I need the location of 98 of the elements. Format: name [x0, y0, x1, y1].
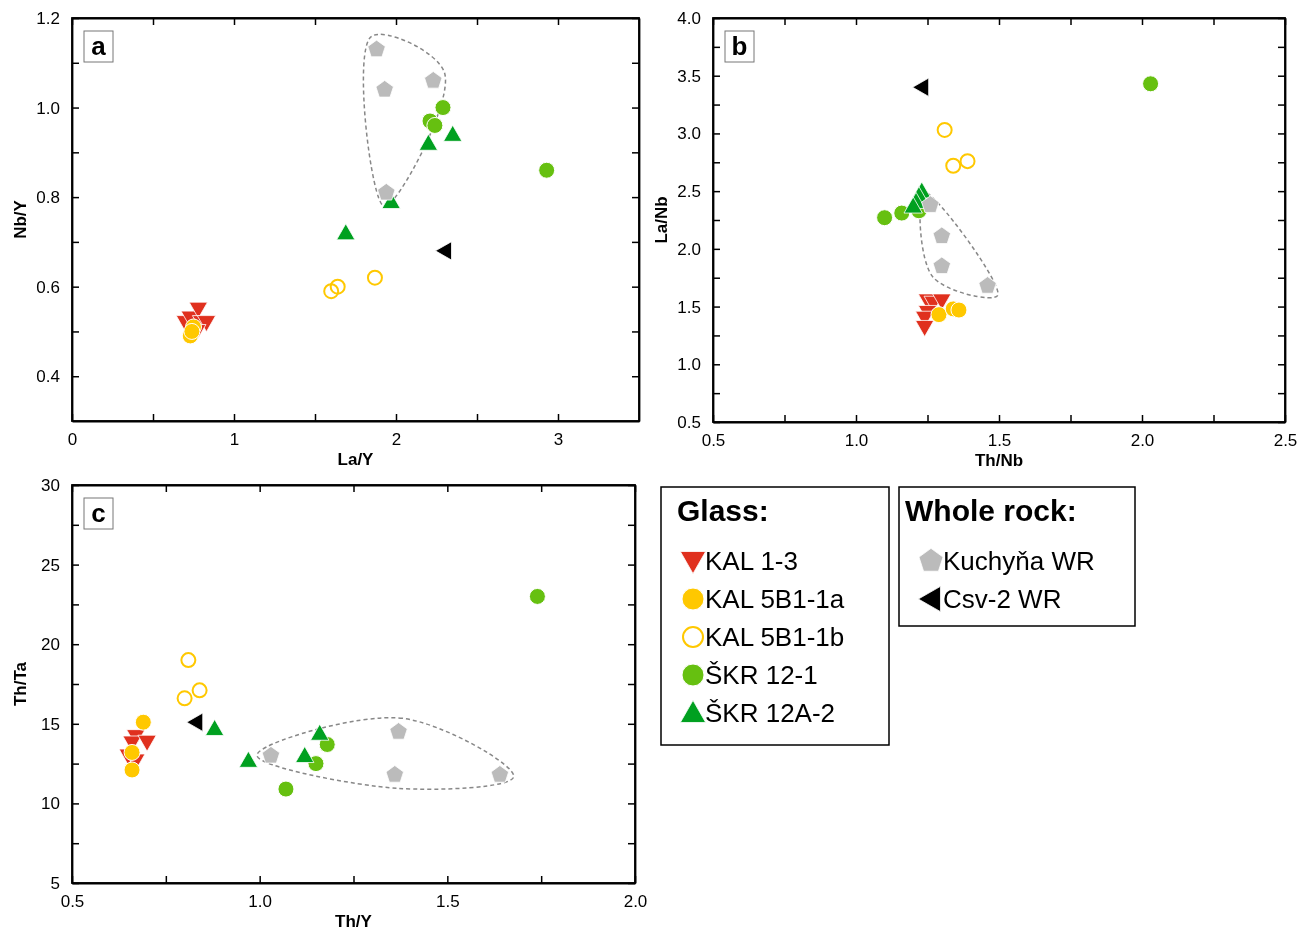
point: [137, 734, 157, 752]
x-tick-label: 1.5: [436, 892, 460, 912]
point: [180, 652, 197, 669]
legend-label: Kuchyňa WR: [943, 546, 1095, 576]
y-axis-title: Nb/Y: [11, 199, 30, 239]
point: [932, 256, 951, 275]
point: [1142, 75, 1160, 93]
point: [528, 587, 546, 605]
y-tick-label: 20: [41, 635, 60, 655]
point: [191, 682, 208, 699]
x-tick-label: 2.0: [1130, 431, 1155, 451]
x-tick-label: 0: [67, 430, 78, 450]
y-tick-label: 1.0: [36, 98, 60, 118]
point: [490, 765, 510, 783]
x-tick-label: 2.5: [1273, 431, 1298, 451]
point: [336, 223, 356, 241]
x-tick-label: 2.0: [623, 892, 648, 912]
point: [418, 133, 438, 151]
point: [950, 301, 968, 319]
x-tick-label: 1.0: [844, 431, 869, 451]
point: [377, 183, 396, 201]
y-tick-label: 2.0: [677, 239, 701, 259]
y-axis-title: La/Nb: [652, 196, 671, 244]
x-tick-label: 1.0: [248, 892, 272, 912]
y-tick-label: 25: [41, 555, 60, 575]
y-tick-label: 30: [41, 475, 60, 495]
legend-label: ŠKR 12A-2: [705, 698, 836, 728]
y-tick-label: 1.5: [677, 297, 701, 317]
x-tick-label: 0.5: [60, 892, 85, 912]
point: [196, 315, 217, 333]
point: [424, 71, 443, 89]
text: Whole rock:: [905, 494, 1077, 527]
y-tick-label: 3.5: [677, 66, 701, 86]
legend-title: Glass:: [677, 494, 769, 527]
y-tick-label: 1.2: [36, 8, 60, 28]
point: [932, 226, 951, 244]
point: [123, 743, 141, 761]
point: [375, 80, 394, 98]
y-tick-label: 10: [41, 794, 60, 814]
point: [426, 116, 444, 134]
point: [123, 761, 141, 779]
x-axis-title: Th/Nb: [974, 451, 1024, 470]
point: [389, 722, 408, 740]
y-tick-label: 0.6: [36, 277, 60, 297]
legend-label: Csv-2 WR: [943, 584, 1062, 614]
x-tick-label: 0.5: [701, 431, 726, 451]
point: [385, 765, 404, 783]
x-axis-title: Th/Y: [335, 912, 373, 931]
legend-label: KAL 1-3: [705, 546, 798, 576]
point: [876, 209, 894, 227]
text: c: [91, 498, 106, 528]
point: [936, 121, 953, 138]
point: [912, 77, 930, 97]
point: [329, 278, 346, 295]
point: [921, 195, 940, 213]
point: [295, 746, 315, 763]
point: [176, 690, 193, 707]
point: [134, 713, 152, 731]
point: [205, 718, 225, 736]
y-tick-label: 15: [41, 714, 60, 734]
y-axis-title: Th/Ta: [11, 661, 30, 707]
y-tick-label: 5: [50, 873, 60, 893]
y-tick-label: 1.0: [677, 355, 701, 375]
point: [323, 283, 340, 300]
y-tick-label: 0.8: [36, 188, 60, 208]
text: b: [731, 31, 748, 61]
point: [366, 269, 383, 286]
y-tick-label: 2.5: [677, 182, 701, 202]
y-tick-label: 0.4: [36, 367, 60, 387]
legend-label: KAL 5B1-1a: [705, 584, 845, 614]
point: [277, 780, 295, 798]
point: [186, 712, 204, 732]
x-tick-label: 3: [553, 430, 564, 450]
text: a: [91, 31, 107, 61]
point: [915, 320, 935, 337]
point: [183, 322, 201, 340]
point: [978, 276, 997, 294]
point: [538, 161, 556, 179]
legend-label: KAL 5B1-1b: [705, 622, 845, 652]
point: [261, 746, 281, 764]
y-tick-label: 4.0: [677, 8, 701, 28]
x-tick-label: 2: [391, 430, 402, 450]
point: [930, 306, 948, 324]
point: [434, 99, 452, 117]
y-tick-label: 3.0: [677, 124, 701, 144]
point: [945, 157, 962, 174]
point: [959, 153, 976, 170]
point: [367, 39, 386, 58]
x-axis-title: La/Y: [337, 450, 375, 469]
y-tick-label: 0.5: [677, 412, 701, 432]
x-tick-label: 1: [229, 430, 240, 450]
point: [443, 124, 463, 142]
legend-label: ŠKR 12-1: [705, 660, 818, 690]
x-tick-label: 1.5: [987, 431, 1012, 451]
point: [903, 196, 923, 214]
point: [310, 723, 330, 741]
point: [435, 241, 452, 261]
point: [238, 750, 259, 768]
